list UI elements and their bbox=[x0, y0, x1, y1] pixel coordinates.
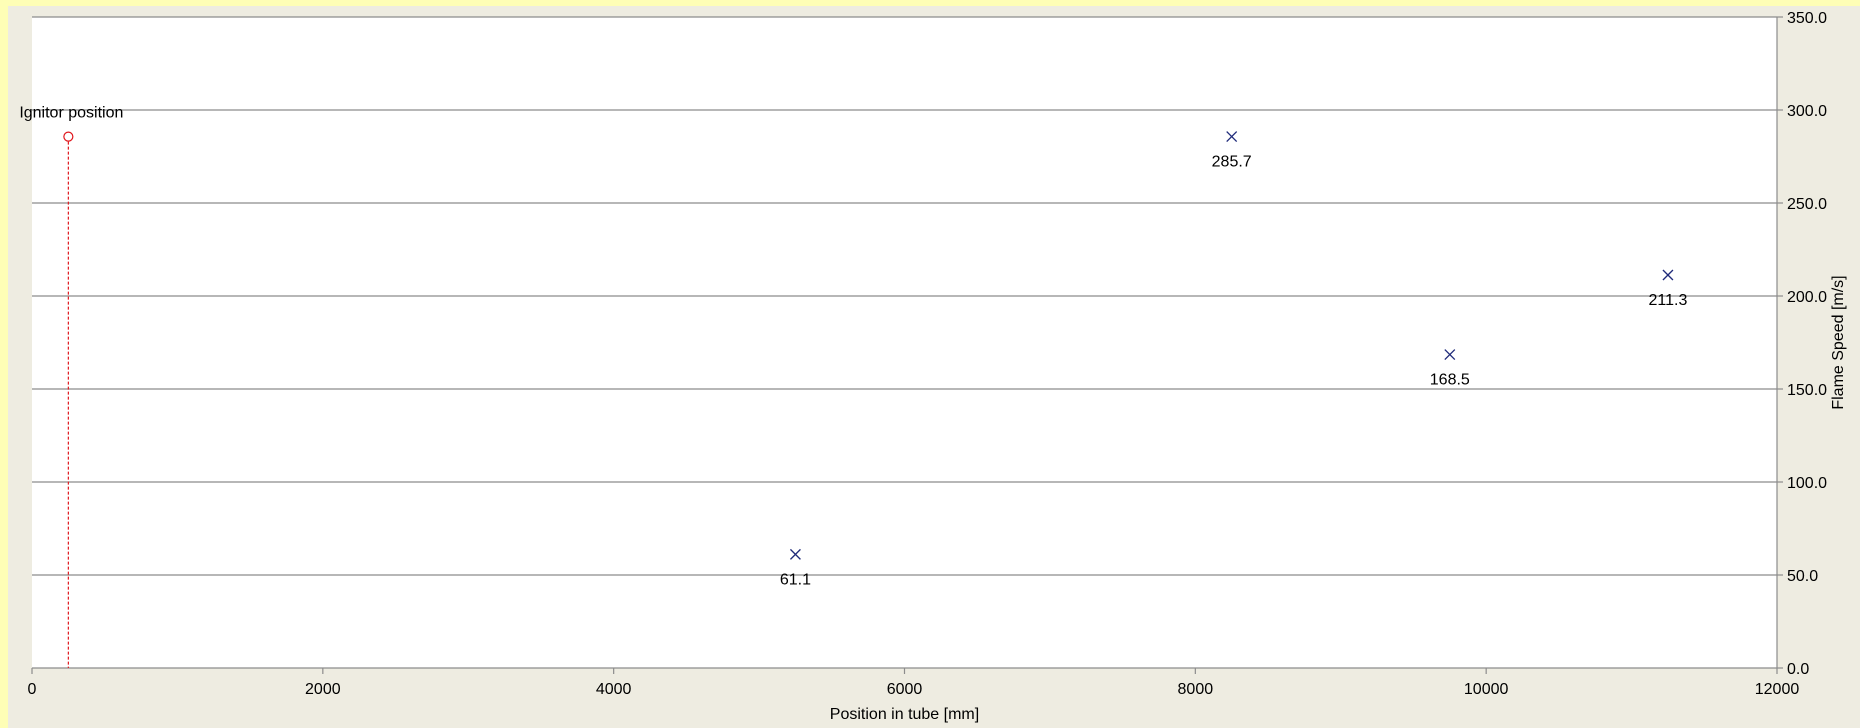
gridlines bbox=[32, 16, 1777, 576]
ignitor-label: Ignitor position bbox=[19, 105, 123, 122]
plot-area bbox=[32, 17, 1777, 668]
point-marker-stroke bbox=[1662, 269, 1674, 281]
y-axis-title: Flame Speed [m/s] bbox=[1830, 275, 1847, 409]
x-tick-label: 8000 bbox=[1178, 681, 1214, 698]
data-points: 61.1 285.7 168.5 211.3 bbox=[780, 131, 1688, 588]
point-marker-stroke bbox=[1444, 349, 1456, 361]
x-tick-label: 10000 bbox=[1464, 681, 1509, 698]
x-tick-label: 12000 bbox=[1755, 681, 1800, 698]
data-label: 61.1 bbox=[780, 571, 811, 588]
point-marker-stroke bbox=[1226, 131, 1238, 143]
y-tick-label: 50.0 bbox=[1787, 568, 1818, 585]
y-tick-label: 300.0 bbox=[1787, 103, 1827, 120]
y-tick-label: 0.0 bbox=[1787, 661, 1809, 678]
data-point: 61.1 bbox=[780, 548, 811, 588]
x-tick-label: 4000 bbox=[596, 681, 632, 698]
ignitor-marker bbox=[63, 131, 74, 142]
point-marker-stroke bbox=[789, 548, 801, 560]
x-tick-label: 6000 bbox=[887, 681, 923, 698]
x-tick-label: 0 bbox=[28, 681, 37, 698]
x-tick-label: 2000 bbox=[305, 681, 341, 698]
y-tick-label: 100.0 bbox=[1787, 475, 1827, 492]
scatter-chart: 0 2000 4000 6000 8000 10000 12000 0.0 50.0 100.0… bbox=[19, 10, 1847, 723]
y-tick-label: 200.0 bbox=[1787, 289, 1827, 306]
data-point: 168.5 bbox=[1430, 349, 1470, 389]
x-axis-ticks: 0 2000 4000 6000 8000 10000 12000 bbox=[28, 668, 1800, 698]
data-label: 211.3 bbox=[1649, 292, 1688, 309]
data-label: 285.7 bbox=[1212, 154, 1252, 171]
data-point: 211.3 bbox=[1649, 269, 1688, 309]
y-tick-label: 250.0 bbox=[1787, 196, 1827, 213]
annotations: Ignitor position bbox=[19, 105, 123, 668]
y-tick-label: 150.0 bbox=[1787, 382, 1827, 399]
y-axis-ticks: 0.0 50.0 100.0 150.0 200.0 250.0 300.0 350.0 bbox=[1777, 10, 1827, 678]
x-axis-title: Position in tube [mm] bbox=[830, 706, 979, 723]
data-point: 285.7 bbox=[1212, 131, 1252, 171]
chart-frame: 0 2000 4000 6000 8000 10000 12000 0.0 50.0 100.0… bbox=[8, 6, 1860, 728]
data-label: 168.5 bbox=[1430, 372, 1470, 389]
y-tick-label: 350.0 bbox=[1787, 10, 1827, 27]
